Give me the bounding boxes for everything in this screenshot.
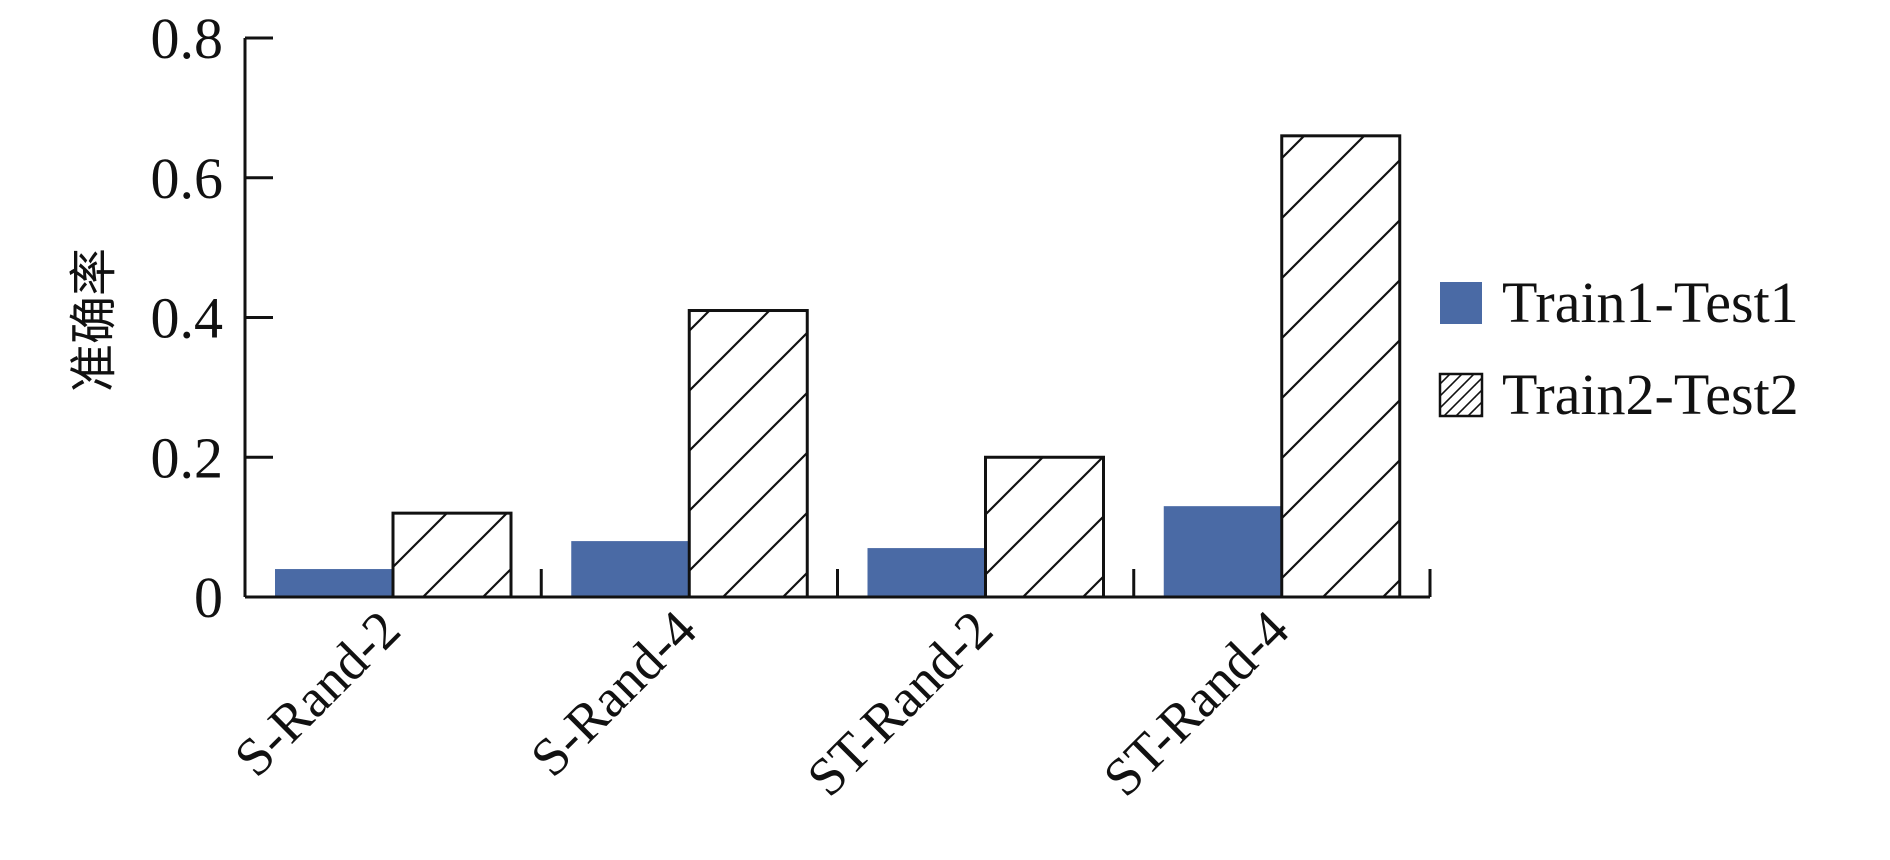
x-tick-label: ST-Rand-2 xyxy=(796,599,1005,808)
bar-2-s-rand-2 xyxy=(391,511,513,599)
x-tick-label: ST-Rand-4 xyxy=(1092,599,1301,808)
legend-swatch-2 xyxy=(1438,372,1484,418)
y-tick-label: 0.4 xyxy=(151,286,224,351)
legend-swatch-1 xyxy=(1440,282,1482,324)
bar-1-s-rand-2 xyxy=(275,569,393,597)
legend-label-2: Train2-Test2 xyxy=(1502,362,1799,427)
y-tick-label: 0.2 xyxy=(151,425,224,490)
legend: Train1-Test1 Train2-Test2 xyxy=(1438,270,1799,427)
bar-1-st-rand-2 xyxy=(867,548,986,597)
bar-1-st-rand-4 xyxy=(1163,506,1282,597)
bar-2-st-rand-4 xyxy=(1280,134,1402,599)
y-tick-label: 0.6 xyxy=(151,146,224,211)
bar-2-st-rand-2 xyxy=(984,455,1105,599)
y-axis-label: 准确率 xyxy=(68,248,121,392)
y-tick-label: 0.8 xyxy=(151,6,224,71)
y-tick-label: 0 xyxy=(194,565,223,630)
bar-2-s-rand-4 xyxy=(687,309,809,599)
x-tick-label: S-Rand-4 xyxy=(519,599,708,788)
x-tick-label: S-Rand-2 xyxy=(223,599,412,788)
legend-label-1: Train1-Test1 xyxy=(1502,270,1799,335)
bar-1-s-rand-4 xyxy=(571,541,690,597)
plot-area xyxy=(275,134,1402,599)
